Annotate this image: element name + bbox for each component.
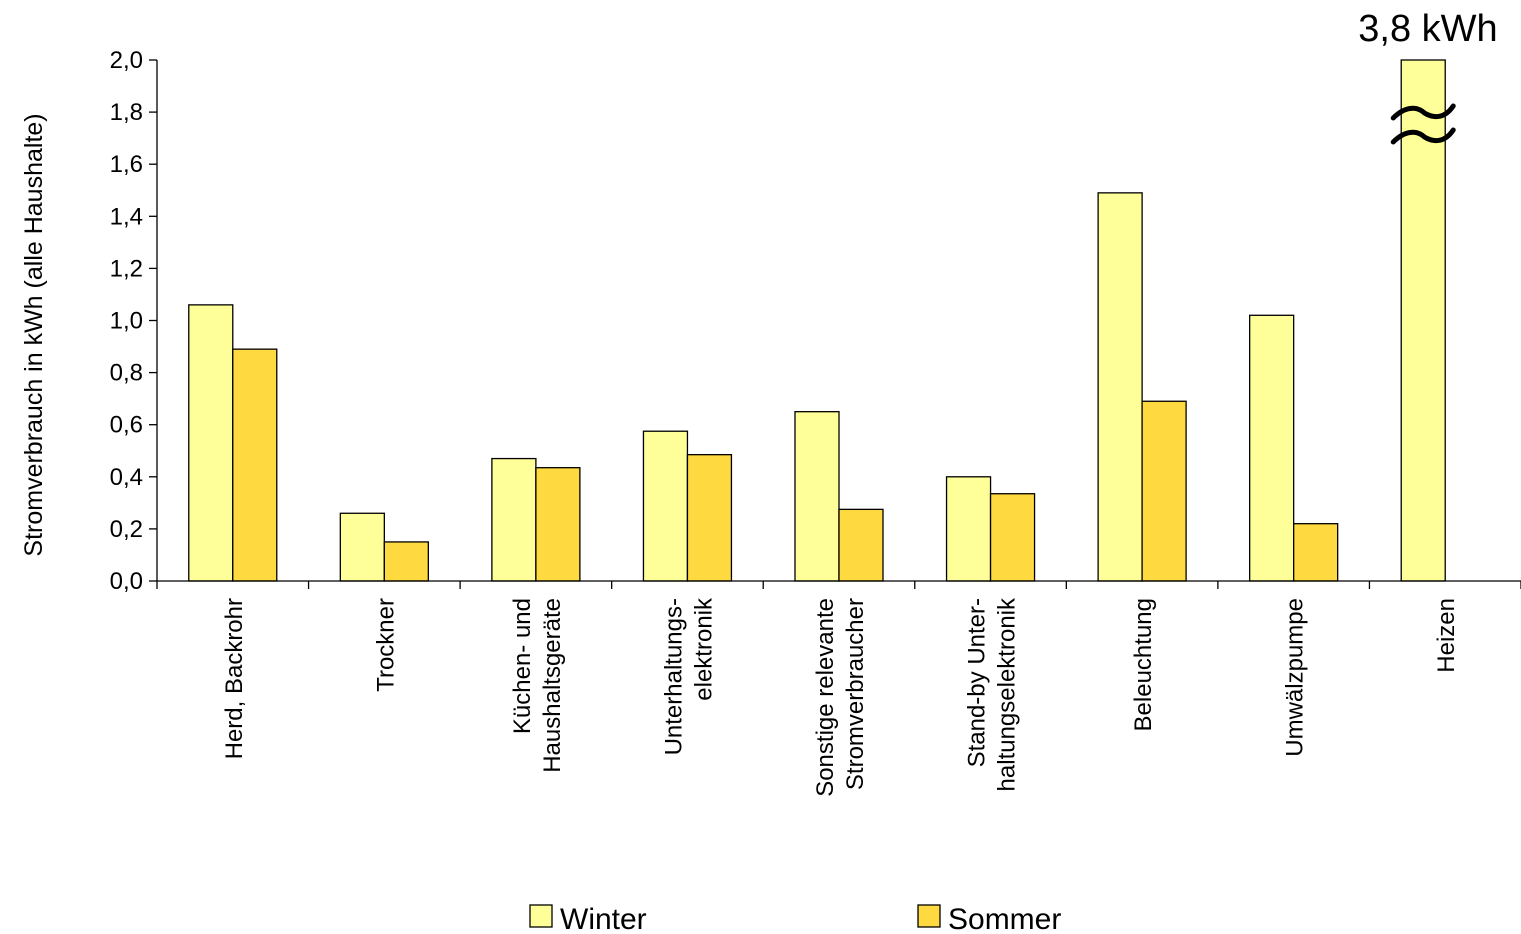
axis-break-wave	[1390, 127, 1456, 145]
category-label: Stand-by Unter-haltungselektronik	[964, 597, 1021, 791]
bar-winter-3	[642, 430, 689, 582]
x-axis	[156, 580, 1521, 589]
y-tick-label: 1,0	[110, 308, 143, 335]
bar-winter-6	[1097, 192, 1143, 582]
category-label-line: Heizen	[1433, 598, 1460, 673]
bar-sommer-0	[232, 348, 278, 582]
category-label-line: Trockner	[372, 598, 399, 692]
bar-winter-7	[1249, 314, 1295, 582]
y-tick-label: 0,0	[110, 568, 143, 595]
bar-winter-0	[188, 304, 234, 582]
category-label-line: haltungselektronik	[994, 597, 1021, 791]
category-label-line: elektronik	[690, 597, 717, 701]
bar-sommer-6	[1141, 400, 1187, 582]
y-tick-label: 1,2	[110, 255, 143, 282]
y-tick-label: 1,4	[110, 203, 143, 230]
bar-sommer-1	[383, 541, 429, 582]
category-label-line: Herd, Backrohr	[221, 598, 248, 759]
y-tick-label: 0,6	[110, 412, 143, 439]
bar-winter-8	[1400, 59, 1446, 582]
legend-label-sommer: Sommer	[948, 903, 1061, 934]
y-tick-label: 0,2	[110, 516, 143, 543]
bar-sommer-4	[838, 508, 884, 582]
category-label: Unterhaltungs-elektronik	[660, 597, 717, 755]
bar-winter-1	[339, 512, 385, 582]
y-tick-label: 1,6	[110, 151, 143, 178]
y-tick-label: 2,0	[110, 47, 143, 74]
category-label-line: Stand-by Unter-	[964, 598, 991, 767]
bar-sommer-3	[686, 454, 733, 582]
y-tick-label: 0,4	[110, 464, 143, 491]
axis-break-wave	[1390, 103, 1456, 121]
heizen-value-annotation: 3,8 kWh	[1358, 8, 1497, 50]
bar-sommer-2	[535, 467, 581, 582]
y-axis: 0,0 0,2 0,4 0,6 0,8 1,0 1,2 1,4 1,6 1,8 2,0	[110, 47, 158, 595]
bar-winter-4	[794, 411, 840, 582]
bar-winter-2	[491, 457, 537, 582]
axis-break-marker	[1390, 103, 1456, 145]
category-label-line: Haushaltsgeräte	[539, 598, 566, 773]
y-tick-label: 0,8	[110, 360, 143, 387]
category-label: Trockner	[372, 598, 399, 692]
category-label-line: Unterhaltungs-	[660, 598, 687, 755]
y-axis-label: Stromverbrauch in kWh (alle Haushalte)	[20, 113, 48, 556]
category-label-line: Umwälzpumpe	[1282, 598, 1309, 757]
y-tick-label: 1,8	[110, 99, 143, 126]
category-label: Herd, Backrohr	[221, 598, 248, 759]
category-label: Beleuchtung	[1130, 598, 1157, 731]
bar-winter-5	[945, 476, 992, 582]
category-label-line: Küchen- und	[509, 598, 536, 734]
legend-label-winter: Winter	[560, 903, 647, 934]
legend: Winter Sommer	[529, 903, 1061, 934]
bar-sommer-7	[1293, 523, 1339, 582]
category-label-line: Stromverbraucher	[842, 598, 869, 790]
category-label-line: Sonstige relevante	[812, 598, 839, 797]
category-label-line: Beleuchtung	[1130, 598, 1157, 731]
category-labels: Herd, Backrohr Trockner Küchen- und Haushal…	[221, 597, 1460, 797]
legend-swatch-winter	[529, 904, 553, 928]
bar-sommer-5	[989, 493, 1036, 582]
category-label: Umwälzpumpe	[1282, 598, 1309, 757]
category-label: Küchen- und Haushaltsgeräte	[509, 598, 566, 773]
bars-layer	[188, 59, 1446, 582]
category-label: Heizen	[1433, 598, 1460, 673]
legend-swatch-sommer	[917, 904, 941, 928]
category-label: Sonstige relevante Stromverbraucher	[812, 598, 869, 797]
